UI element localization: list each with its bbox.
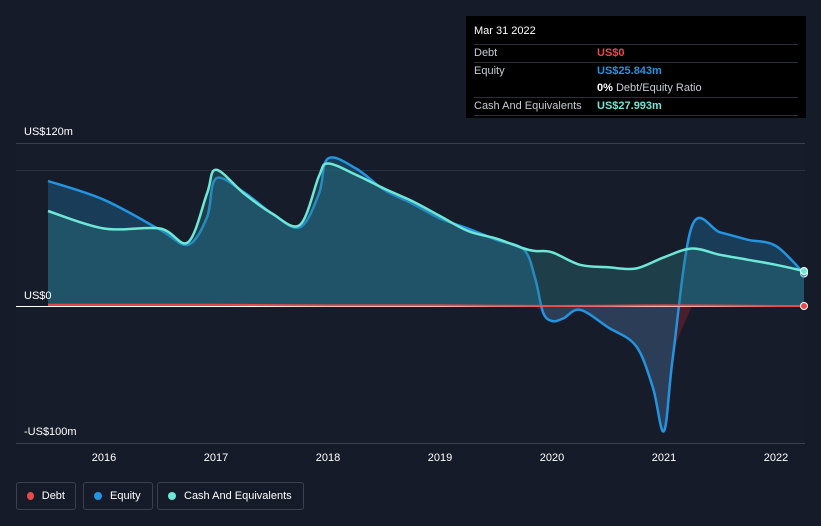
tooltip-debt-value: US$0 xyxy=(597,47,625,59)
cash-legend-dot-icon xyxy=(168,492,176,500)
x-tick-label-2020: 2020 xyxy=(540,452,564,464)
tooltip-debt-label: Debt xyxy=(474,47,498,59)
debt-line xyxy=(48,303,805,308)
legend-label-equity: Equity xyxy=(110,490,141,502)
cash-area-fill xyxy=(48,163,804,306)
tooltip-cash-value: US$27.993m xyxy=(597,100,662,112)
x-tick-label-2018: 2018 xyxy=(316,452,340,464)
series-layer xyxy=(47,156,808,433)
tooltip-panel: Mar 31 2022 Debt US$0 Equity US$25.843m … xyxy=(466,16,806,118)
tooltip-row-equity: Equity US$25.843m xyxy=(474,63,798,80)
tooltip-ratio-label: Debt/Equity Ratio xyxy=(615,82,702,94)
cash-and-equivalents-end-point xyxy=(800,267,808,275)
x-tick-label-2019: 2019 xyxy=(428,452,452,464)
legend-item-debt[interactable]: Debt xyxy=(16,482,76,510)
x-tick-label-2021: 2021 xyxy=(652,452,676,464)
x-tick-label-2016: 2016 xyxy=(92,452,116,464)
cash-and-equivalents-line xyxy=(47,162,805,273)
y-tick-label-top: US$120m xyxy=(24,126,73,138)
debt-end-point xyxy=(800,302,808,310)
tooltip-ratio: 0% Debt/Equity Ratio xyxy=(597,80,702,97)
y-tick-label-bottom: -US$100m xyxy=(24,426,77,438)
tooltip-row-debt: Debt US$0 xyxy=(474,45,798,63)
equity-area-fill xyxy=(48,157,804,432)
legend-item-equity[interactable]: Equity xyxy=(83,482,153,510)
tooltip-row-cash: Cash And Equivalents US$27.993m xyxy=(474,98,798,116)
x-tick-label-2022: 2022 xyxy=(764,452,788,464)
x-axis-layer: 2016 2017 2018 2019 2020 2021 2022 xyxy=(92,452,788,464)
legend-label-cash: Cash And Equivalents xyxy=(184,490,292,502)
legend-label-debt: Debt xyxy=(41,490,65,502)
tooltip-cash-label: Cash And Equivalents xyxy=(474,100,582,112)
tooltip-date: Mar 31 2022 xyxy=(474,24,798,45)
y-tick-label-zero: US$0 xyxy=(24,290,52,302)
x-tick-label-2017: 2017 xyxy=(204,452,228,464)
tooltip-equity-label: Equity xyxy=(474,65,505,77)
tooltip-row-ratio: 0% Debt/Equity Ratio xyxy=(474,80,798,98)
equity-legend-dot-icon xyxy=(94,492,102,500)
debt-layer xyxy=(48,302,808,310)
debt-legend-dot-icon xyxy=(27,492,34,500)
tooltip-equity-value: US$25.843m xyxy=(597,65,662,77)
tooltip-ratio-value: 0% xyxy=(597,82,613,94)
legend-item-cash[interactable]: Cash And Equivalents xyxy=(157,482,304,510)
